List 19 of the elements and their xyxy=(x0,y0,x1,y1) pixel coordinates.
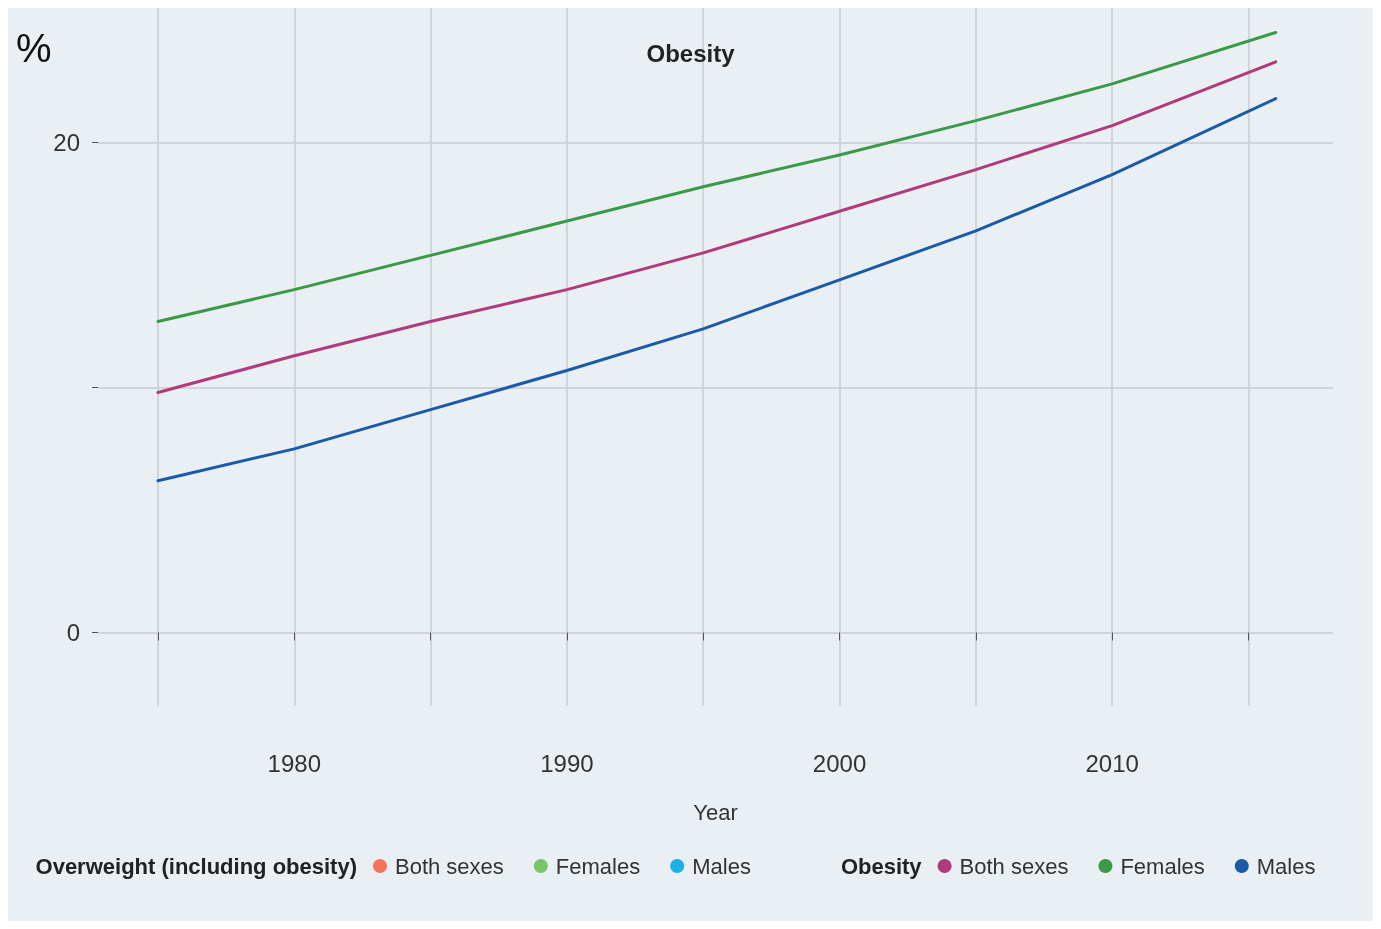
text: Obesity xyxy=(646,39,736,67)
legend-label: Both sexes xyxy=(959,853,1069,879)
text: Obesity xyxy=(840,853,922,879)
x-tick-label: 1980 xyxy=(267,749,321,777)
line-series xyxy=(156,30,1278,323)
legend-label: Females xyxy=(1120,853,1205,879)
x-axis-title: Year xyxy=(693,799,738,825)
legend-label: Both sexes xyxy=(395,853,504,879)
legend-label: Males xyxy=(692,853,751,879)
y-axis-title: % xyxy=(16,26,52,70)
legend-label: Males xyxy=(1256,853,1316,879)
text: Overweight (including obesity) xyxy=(35,853,358,879)
y-tick-label: 0 xyxy=(66,619,80,647)
x-tick-label: 2000 xyxy=(812,749,867,777)
line-series xyxy=(156,97,1278,483)
x-tick-label: 2010 xyxy=(1085,749,1139,777)
y-tick-label: 20 xyxy=(53,129,80,157)
legend-label: Females xyxy=(555,853,641,879)
x-tick-label: 1990 xyxy=(540,749,594,777)
